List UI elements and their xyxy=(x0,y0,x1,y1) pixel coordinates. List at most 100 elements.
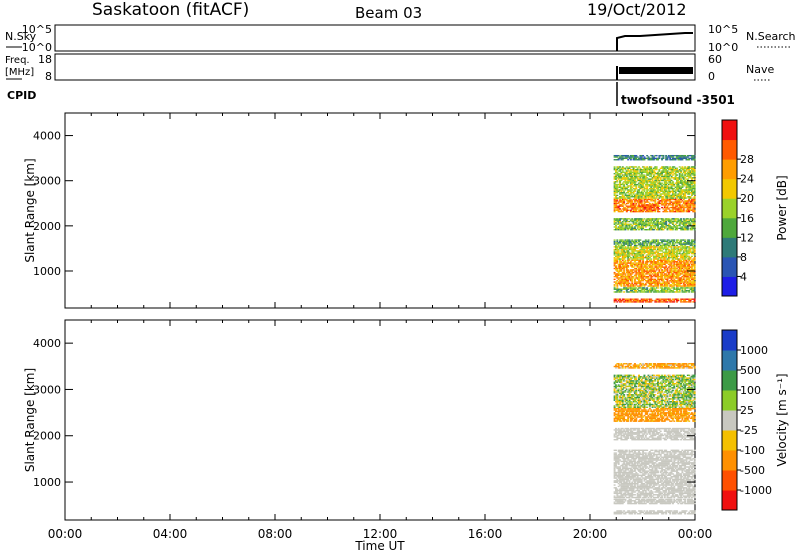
data-cell xyxy=(629,193,632,195)
data-cell xyxy=(627,278,630,281)
data-cell xyxy=(676,189,678,191)
data-cell xyxy=(640,271,643,274)
data-cell xyxy=(661,197,664,199)
data-cell xyxy=(646,281,649,283)
data-cell xyxy=(690,244,693,247)
data-cell xyxy=(648,179,651,182)
data-cell xyxy=(661,263,664,266)
data-cell xyxy=(686,261,689,263)
data-cell xyxy=(638,223,640,225)
data-cell xyxy=(659,189,662,191)
data-cell xyxy=(693,198,696,201)
data-cell xyxy=(662,157,665,160)
data-cell xyxy=(655,178,658,180)
data-cell xyxy=(671,251,674,253)
data-cell xyxy=(617,173,620,175)
data-cell xyxy=(651,269,654,271)
data-cell xyxy=(640,299,643,302)
data-cell xyxy=(663,287,666,289)
data-cell xyxy=(690,498,693,501)
data-cell xyxy=(632,470,635,472)
data-cell xyxy=(662,168,665,171)
data-cell xyxy=(632,196,635,198)
data-cell xyxy=(666,167,669,169)
data-cell xyxy=(632,258,635,260)
data-cell xyxy=(661,498,664,501)
data-cell xyxy=(690,502,693,505)
data-cell xyxy=(647,222,650,224)
data-cell xyxy=(686,154,689,157)
data-cell xyxy=(640,269,643,271)
data-cell xyxy=(646,501,649,503)
data-cell xyxy=(671,289,674,292)
data-cell xyxy=(624,278,627,281)
data-cell xyxy=(652,255,655,257)
data-cell xyxy=(635,252,638,255)
data-cell xyxy=(661,239,664,241)
data-cell xyxy=(621,170,624,172)
data-cell xyxy=(662,226,665,228)
data-cell xyxy=(676,171,678,174)
data-cell xyxy=(658,250,661,252)
data-cell xyxy=(671,205,674,207)
data-cell xyxy=(651,183,654,186)
data-cell xyxy=(681,263,684,266)
data-cell xyxy=(688,202,691,205)
data-cell xyxy=(681,510,684,512)
data-cell xyxy=(669,206,672,209)
data-cell xyxy=(674,157,677,160)
data-cell xyxy=(642,197,645,199)
data-cell xyxy=(636,193,639,195)
data-cell xyxy=(685,170,688,172)
data-cell xyxy=(620,261,623,263)
data-cell xyxy=(689,182,692,184)
data-cell xyxy=(619,476,622,478)
data-cell xyxy=(619,175,622,178)
data-cell xyxy=(642,287,645,289)
data-cell xyxy=(685,201,688,203)
data-cell xyxy=(636,226,639,228)
data-cell xyxy=(680,191,683,194)
data-cell xyxy=(633,177,636,179)
data-cell xyxy=(628,224,631,227)
data-cell xyxy=(659,481,662,483)
data-cell xyxy=(684,258,687,260)
data-cell xyxy=(682,274,685,276)
data-cell xyxy=(647,229,650,231)
data-cell xyxy=(693,219,696,221)
data-cell xyxy=(652,194,655,197)
data-cell xyxy=(621,271,624,274)
data-cell xyxy=(638,250,640,252)
data-cell xyxy=(624,299,627,302)
data-cell xyxy=(690,178,693,180)
data-cell xyxy=(629,174,632,176)
data-cell xyxy=(657,227,659,230)
data-cell xyxy=(642,270,645,272)
data-cell xyxy=(652,269,655,271)
data-cell xyxy=(640,248,643,251)
data-cell xyxy=(617,282,620,285)
data-cell xyxy=(639,301,642,303)
colorbar-tick-label: 16 xyxy=(740,212,754,225)
data-cell xyxy=(658,156,661,158)
data-cell xyxy=(629,511,632,514)
data-cell xyxy=(686,175,689,178)
data-cell xyxy=(682,301,685,303)
data-cell xyxy=(617,482,620,485)
data-cell xyxy=(651,492,654,495)
data-cell xyxy=(632,288,635,290)
data-cell xyxy=(655,502,658,505)
data-cell xyxy=(644,191,647,194)
data-cell xyxy=(654,266,657,268)
data-cell xyxy=(688,193,691,195)
data-cell xyxy=(627,201,630,203)
data-cell xyxy=(680,209,683,211)
data-cell xyxy=(685,273,688,275)
data-cell xyxy=(662,489,665,492)
data-cell xyxy=(680,498,683,501)
data-cell xyxy=(614,224,617,227)
data-cell xyxy=(627,186,630,188)
data-cell xyxy=(633,288,636,290)
data-cell xyxy=(677,265,680,267)
